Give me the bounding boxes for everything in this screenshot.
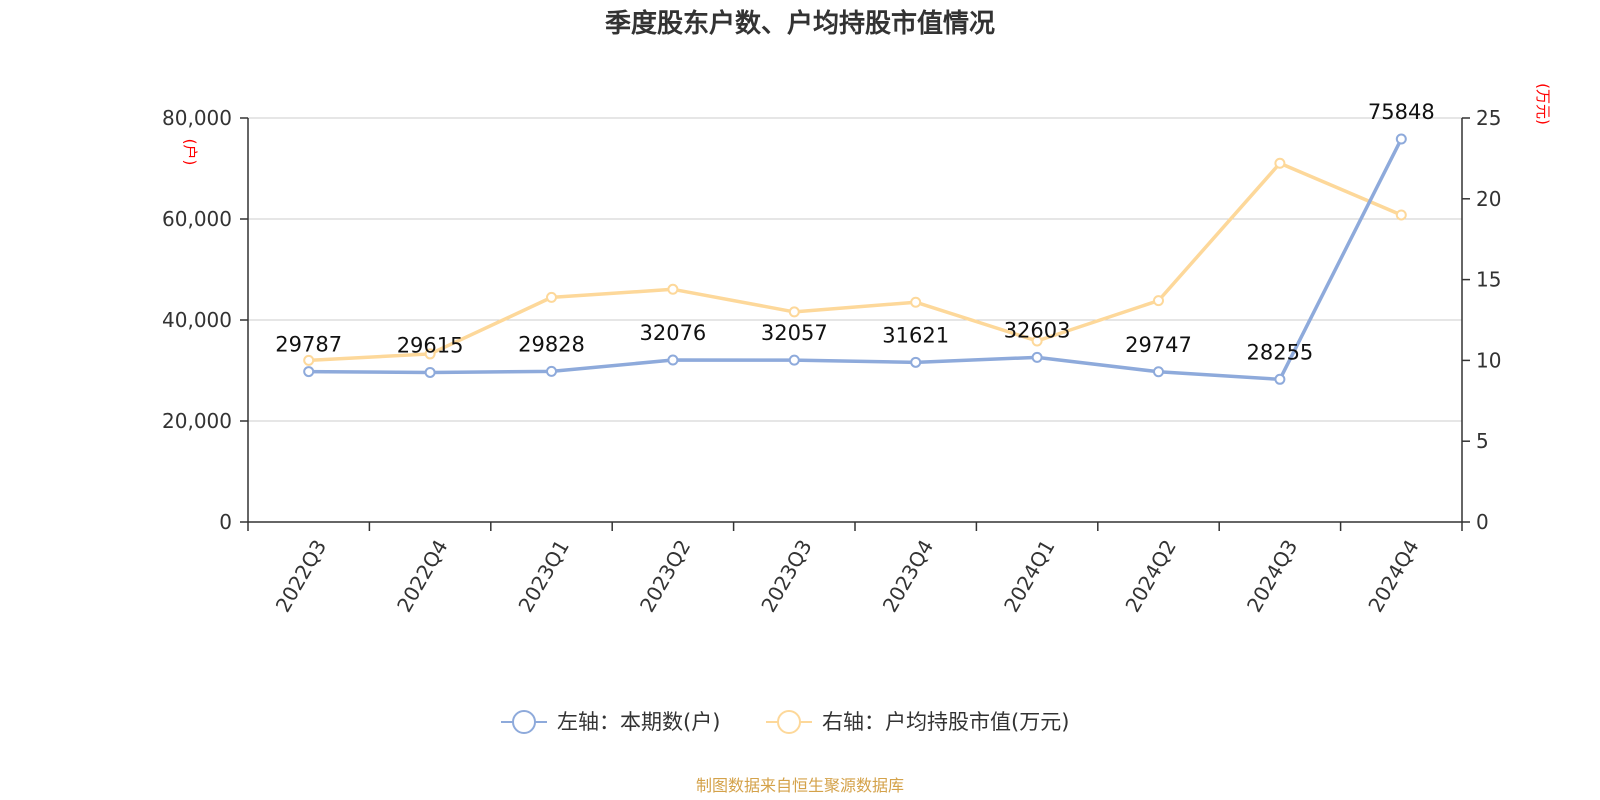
avg-holding-value-point[interactable] — [1274, 157, 1286, 169]
holders-count-point[interactable] — [546, 365, 557, 377]
legend[interactable]: 左轴：本期数(户) 右轴：户均持股市值(万元) — [501, 710, 1069, 734]
right-tick-label: 10 — [1476, 348, 1501, 372]
left-axis-unit: (户) — [181, 139, 199, 166]
left-tick-label: 60,000 — [162, 207, 232, 231]
avg-holding-value-point[interactable] — [667, 283, 679, 295]
avg-holding-value-point[interactable] — [546, 291, 557, 303]
series-group — [303, 133, 1407, 385]
right-axis-unit: (万元) — [1534, 83, 1552, 125]
avg-holding-value-point[interactable] — [424, 348, 436, 360]
legend-label: 右轴：户均持股市值(万元) — [822, 710, 1069, 734]
x-tick-label: 2024Q4 — [1363, 536, 1423, 617]
chart-title: 季度股东户数、户均持股市值情况 — [605, 8, 995, 39]
right-tick-label: 5 — [1476, 429, 1489, 453]
data-labels: 29787 29615 29828 32076 32057 31621 32603 29747… — [275, 100, 1434, 364]
avg-holding-value-line — [308, 161, 1402, 363]
left-tick-label: 40,000 — [162, 308, 232, 332]
legend-item-holders-count[interactable]: 左轴：本期数(户) — [501, 710, 720, 734]
left-tick-label: 0 — [219, 510, 232, 534]
source-note: 制图数据来自恒生聚源数据库 — [696, 776, 904, 795]
data-label: 31621 — [882, 323, 949, 347]
holders-count-point[interactable] — [910, 356, 922, 368]
x-tick-label: 2022Q3 — [271, 536, 331, 617]
right-tick-label: 20 — [1476, 187, 1501, 211]
x-tick-label: 2023Q2 — [635, 536, 695, 617]
avg-holding-value-point[interactable] — [1395, 209, 1407, 221]
data-label: 29828 — [518, 332, 585, 356]
axes: 0 20,000 40,000 60,000 80,000 0 5 10 15 20 25 (户) (万… — [162, 83, 1552, 616]
holders-count-point[interactable] — [1395, 133, 1407, 145]
data-label: 32076 — [639, 321, 706, 345]
x-tick-label: 2024Q3 — [1242, 536, 1302, 617]
legend-label: 左轴：本期数(户) — [557, 710, 720, 734]
right-tick-label: 15 — [1476, 268, 1501, 292]
holders-count-line — [308, 138, 1403, 382]
holders-count-point[interactable] — [1274, 373, 1286, 385]
avg-holding-value-point[interactable] — [1153, 295, 1164, 307]
left-tick-label: 20,000 — [162, 409, 232, 433]
holders-count-point[interactable] — [1153, 366, 1164, 378]
data-label: 29615 — [397, 333, 464, 357]
holders-count-point[interactable] — [788, 354, 800, 366]
data-label: 29747 — [1125, 333, 1192, 357]
x-tick-label: 2023Q3 — [756, 536, 816, 617]
grid-lines — [248, 117, 1462, 422]
avg-holding-value-point[interactable] — [788, 306, 800, 318]
data-label: 32603 — [1004, 318, 1071, 342]
holders-count-point[interactable] — [667, 354, 679, 366]
right-tick-label: 0 — [1476, 510, 1489, 534]
avg-holding-value-point[interactable] — [303, 354, 315, 366]
right-tick-label: 25 — [1476, 106, 1501, 130]
x-tick-label: 2023Q4 — [878, 536, 938, 617]
data-label: 29787 — [275, 333, 342, 357]
avg-holding-value-point[interactable] — [910, 296, 922, 308]
holders-count-point[interactable] — [424, 366, 436, 378]
x-tick-label: 2023Q1 — [513, 536, 573, 617]
legend-marker-icon — [512, 710, 536, 734]
data-label: 28255 — [1246, 340, 1313, 364]
holders-count-point[interactable] — [303, 366, 315, 378]
avg-holding-value-point[interactable] — [1031, 335, 1043, 347]
x-tick-label: 2024Q1 — [999, 536, 1059, 617]
left-tick-label: 80,000 — [162, 106, 232, 130]
legend-item-avg-holding-value[interactable]: 右轴：户均持股市值(万元) — [766, 710, 1069, 734]
legend-marker-icon — [777, 710, 801, 734]
holders-count-point[interactable] — [1031, 351, 1043, 363]
x-tick-label: 2022Q4 — [392, 536, 452, 617]
data-label: 32057 — [761, 321, 828, 345]
data-label: 75848 — [1368, 100, 1435, 124]
x-tick-label: 2024Q2 — [1120, 536, 1180, 617]
